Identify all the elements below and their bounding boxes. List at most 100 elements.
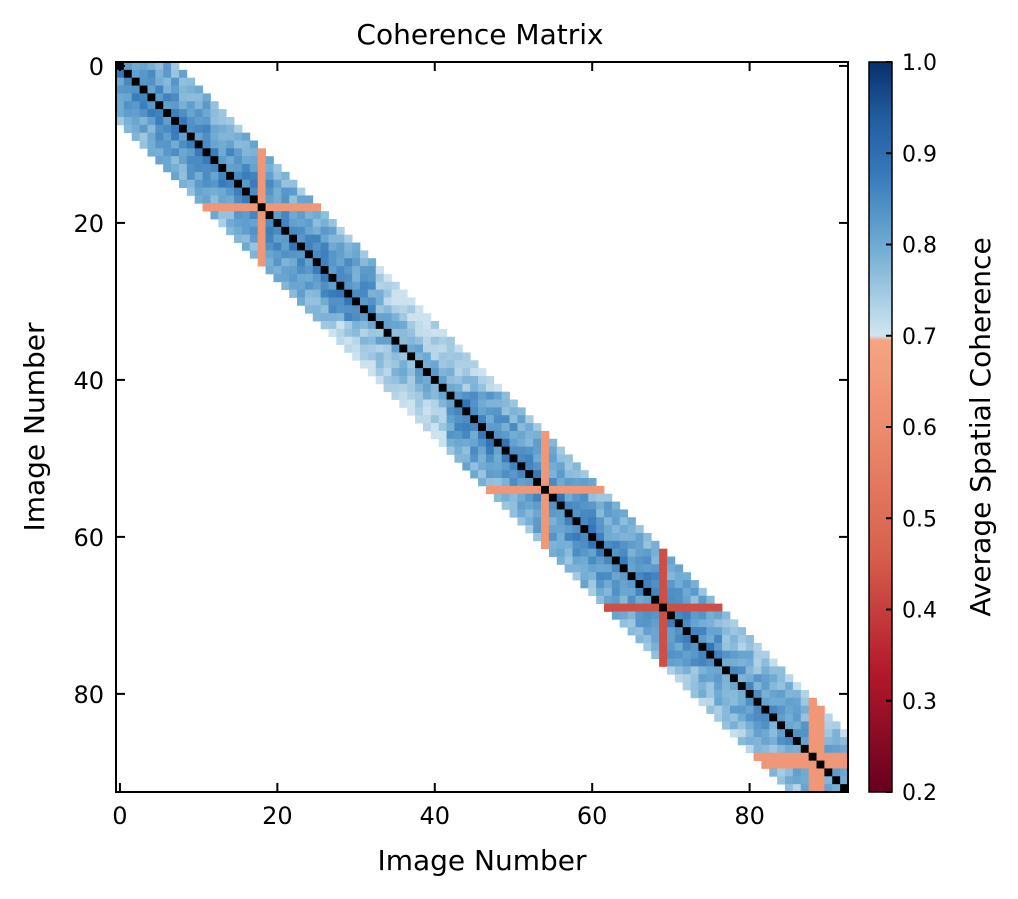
heatmap-cell [714, 650, 723, 659]
heatmap-cell [407, 368, 416, 377]
heatmap-cell [493, 407, 503, 416]
heatmap-cell [462, 383, 471, 393]
heatmap-cell [352, 313, 361, 322]
heatmap-cell [509, 462, 518, 471]
heatmap-cell [485, 399, 495, 408]
heatmap-cell [541, 438, 550, 448]
heatmap-cell [139, 62, 148, 71]
heatmap-cell [501, 430, 510, 440]
heatmap-cell [320, 234, 329, 243]
heatmap-cell [438, 368, 447, 377]
heatmap-cell [722, 627, 731, 636]
x-tick-label: 80 [734, 802, 765, 830]
heatmap-cell [178, 132, 188, 141]
heatmap-cell [706, 650, 715, 659]
heatmap-cell [619, 517, 629, 526]
heatmap-cell [163, 124, 172, 134]
heatmap-cell [360, 266, 369, 275]
heatmap-cell [415, 352, 424, 361]
heatmap-cell [525, 493, 534, 502]
heatmap-cell [210, 179, 219, 188]
heatmap-cell [832, 737, 841, 746]
heatmap-cell [367, 328, 377, 338]
heatmap-cell [572, 572, 581, 581]
heatmap-cell [257, 179, 266, 188]
heatmap-cell [792, 737, 802, 746]
heatmap-cell [777, 682, 786, 691]
heatmap-cell [163, 77, 172, 86]
heatmap-cell [541, 540, 550, 550]
heatmap-cell [454, 430, 463, 440]
heatmap-cell [666, 595, 676, 605]
heatmap-cell [564, 517, 573, 526]
heatmap-cell [336, 305, 345, 314]
heatmap-cell [304, 211, 314, 220]
heatmap-cell [415, 407, 424, 416]
heatmap-cell [643, 627, 652, 636]
heatmap-cell [643, 540, 652, 550]
heatmap-cell [785, 682, 794, 691]
heatmap-cell [777, 721, 786, 730]
heatmap-cell [234, 234, 243, 243]
heatmap-cell [123, 62, 133, 71]
heatmap-cell [430, 423, 440, 432]
heatmap-cell [462, 430, 471, 440]
heatmap-cell [470, 368, 479, 377]
heatmap-cell [273, 218, 282, 228]
heatmap-cell [407, 305, 416, 314]
heatmap-cell [430, 360, 440, 369]
heatmap-cell [304, 242, 314, 251]
heatmap-cell [163, 164, 172, 173]
heatmap-cell [186, 77, 196, 86]
heatmap-cell [698, 697, 707, 707]
heatmap-cell [446, 352, 455, 361]
heatmap-cell [415, 328, 424, 338]
heatmap-cell [643, 619, 652, 628]
heatmap-cell [320, 305, 329, 314]
heatmap-cell [824, 744, 833, 754]
heatmap-cell [556, 517, 566, 526]
heatmap-cell [344, 344, 353, 353]
heatmap-cell [659, 619, 668, 628]
heatmap-cell [619, 603, 629, 612]
heatmap-cell [478, 454, 487, 463]
heatmap-cell [131, 69, 141, 79]
heatmap-cell [737, 705, 747, 714]
heatmap-cell [415, 313, 424, 322]
heatmap-cell [430, 391, 440, 400]
heatmap-cell [210, 109, 219, 118]
heatmap-cell [186, 156, 196, 165]
heatmap-cell [690, 642, 699, 652]
colorbar-tick-label: 0.4 [902, 599, 937, 624]
heatmap-cell [210, 101, 219, 110]
heatmap-cell [407, 399, 416, 408]
heatmap-cell [659, 564, 668, 573]
heatmap-cell [383, 321, 392, 330]
heatmap-cell [525, 525, 534, 534]
heatmap-cell [273, 273, 282, 283]
heatmap-cell [659, 587, 668, 597]
heatmap-cell [470, 430, 479, 440]
heatmap-cell [541, 501, 550, 510]
heatmap-cell [186, 132, 196, 141]
heatmap-cell [249, 187, 259, 196]
heatmap-cell [194, 156, 203, 165]
heatmap-cell [226, 218, 235, 228]
heatmap-cell [635, 595, 644, 605]
heatmap-cell [800, 729, 810, 738]
heatmap-cell [840, 768, 849, 777]
heatmap-cell [171, 69, 180, 79]
heatmap-cell [611, 556, 621, 565]
heatmap-cell [580, 485, 589, 495]
heatmap-cell [682, 595, 691, 605]
heatmap-cell [297, 218, 306, 228]
heatmap-cell [588, 548, 597, 557]
heatmap-cell [171, 85, 180, 94]
heatmap-cell [580, 525, 589, 534]
heatmap-cell [367, 266, 377, 275]
heatmap-cell [761, 744, 770, 754]
heatmap-cell [651, 548, 660, 557]
heatmap-cell [604, 564, 613, 573]
heatmap-cell [407, 321, 416, 330]
